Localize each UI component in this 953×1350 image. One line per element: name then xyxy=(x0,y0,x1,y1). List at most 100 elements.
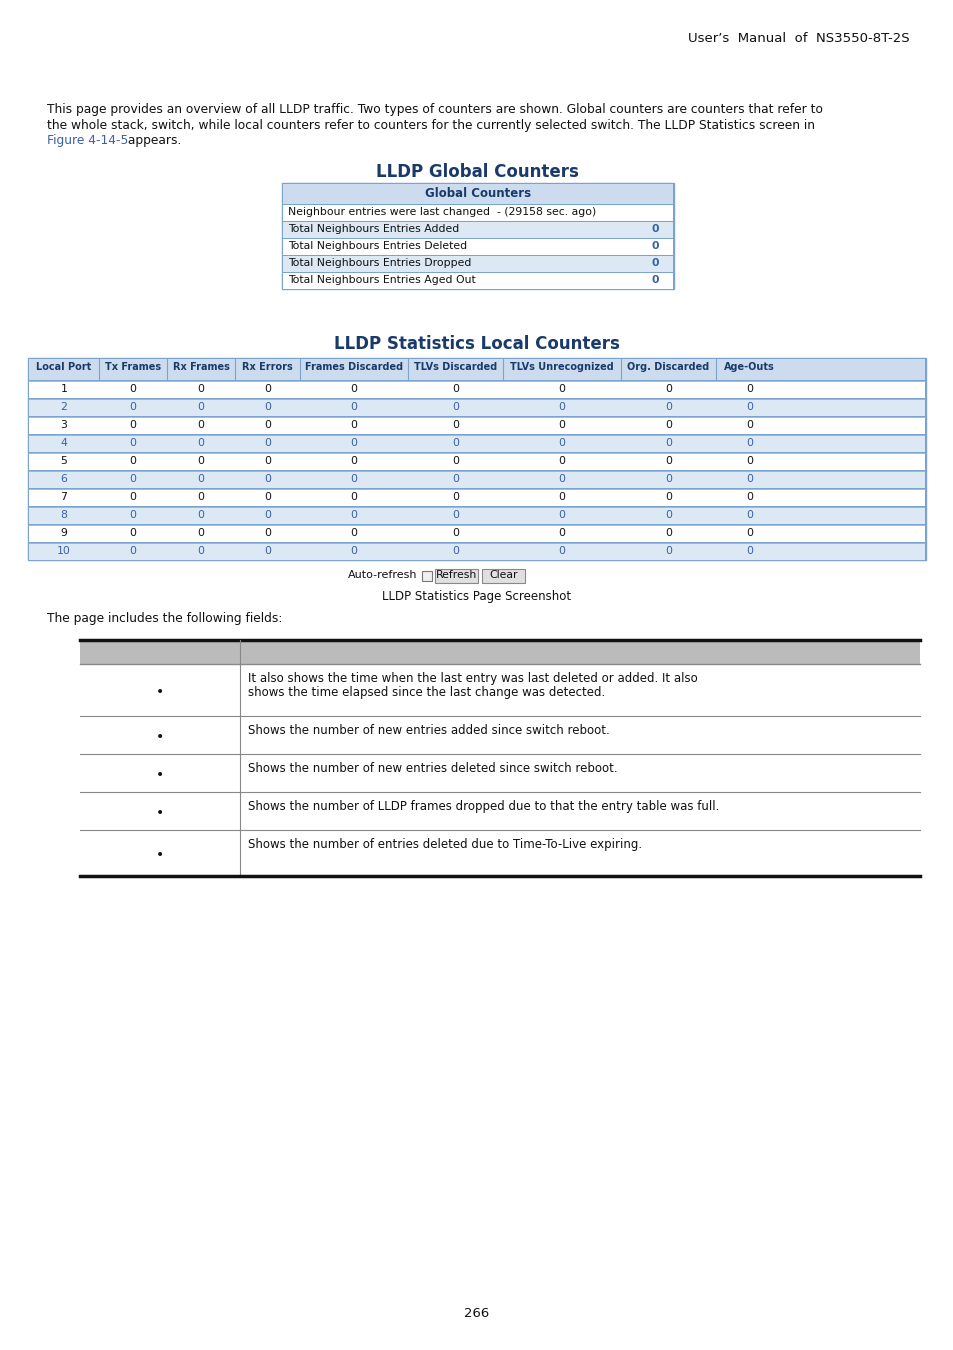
Bar xyxy=(29,359,924,379)
Text: 0: 0 xyxy=(745,510,752,520)
Text: 0: 0 xyxy=(664,420,671,431)
Text: 5: 5 xyxy=(60,456,68,466)
Text: 0: 0 xyxy=(264,545,271,556)
Text: 0: 0 xyxy=(558,491,565,502)
Bar xyxy=(283,256,672,271)
Bar xyxy=(29,471,924,487)
Text: TLVs Unrecognized: TLVs Unrecognized xyxy=(510,362,613,373)
Text: 0: 0 xyxy=(452,402,458,412)
Bar xyxy=(80,716,919,755)
Text: 0: 0 xyxy=(745,474,752,485)
Text: 0: 0 xyxy=(197,528,204,539)
Text: 0: 0 xyxy=(350,437,357,448)
Text: Tx Frames: Tx Frames xyxy=(105,362,161,373)
Text: 0: 0 xyxy=(452,456,458,466)
Text: 0: 0 xyxy=(558,420,565,431)
Text: 1: 1 xyxy=(60,383,68,394)
Text: 0: 0 xyxy=(558,510,565,520)
Text: 0: 0 xyxy=(558,437,565,448)
Text: User’s  Manual  of  NS3550-8T-2S: User’s Manual of NS3550-8T-2S xyxy=(688,32,909,45)
Bar xyxy=(283,273,672,289)
Text: the whole stack, switch, while local counters refer to counters for the currentl: the whole stack, switch, while local cou… xyxy=(47,119,814,131)
Text: 0: 0 xyxy=(350,383,357,394)
Text: 0: 0 xyxy=(264,437,271,448)
Bar xyxy=(29,508,924,524)
Text: 0: 0 xyxy=(558,545,565,556)
Text: 0: 0 xyxy=(664,383,671,394)
Text: It also shows the time when the last entry was last deleted or added. It also: It also shows the time when the last ent… xyxy=(248,672,697,684)
Bar xyxy=(283,184,672,204)
Text: 0: 0 xyxy=(197,456,204,466)
Text: 0: 0 xyxy=(130,402,136,412)
Text: 0: 0 xyxy=(264,491,271,502)
Text: 0: 0 xyxy=(558,528,565,539)
Text: 0: 0 xyxy=(558,474,565,485)
Text: 0: 0 xyxy=(452,510,458,520)
Text: Shows the number of entries deleted due to Time-To-Live expiring.: Shows the number of entries deleted due … xyxy=(248,838,641,850)
Text: 0: 0 xyxy=(452,528,458,539)
Text: 0: 0 xyxy=(745,456,752,466)
Text: 0: 0 xyxy=(452,437,458,448)
Bar xyxy=(28,358,925,560)
Text: 0: 0 xyxy=(350,456,357,466)
Bar xyxy=(80,830,919,876)
Text: Refresh: Refresh xyxy=(436,570,476,580)
Text: •: • xyxy=(155,806,164,819)
Text: 4: 4 xyxy=(60,437,68,448)
Text: 0: 0 xyxy=(664,437,671,448)
Bar xyxy=(80,664,919,716)
Text: LLDP Statistics Page Screenshot: LLDP Statistics Page Screenshot xyxy=(382,590,571,603)
Bar xyxy=(421,571,432,580)
Text: 0: 0 xyxy=(745,383,752,394)
Text: Clear: Clear xyxy=(489,570,517,580)
Text: 0: 0 xyxy=(664,456,671,466)
Bar xyxy=(481,568,524,583)
Text: 0: 0 xyxy=(350,491,357,502)
Text: Shows the number of LLDP frames dropped due to that the entry table was full.: Shows the number of LLDP frames dropped … xyxy=(248,801,719,813)
Bar xyxy=(29,489,924,506)
Text: 0: 0 xyxy=(130,437,136,448)
Text: 2: 2 xyxy=(60,402,68,412)
Text: 0: 0 xyxy=(197,437,204,448)
Text: Figure 4-14-5: Figure 4-14-5 xyxy=(47,134,129,147)
Text: 0: 0 xyxy=(664,402,671,412)
Text: 0: 0 xyxy=(197,545,204,556)
Text: 0: 0 xyxy=(558,383,565,394)
Text: 0: 0 xyxy=(197,402,204,412)
Text: 0: 0 xyxy=(651,242,659,251)
Text: 0: 0 xyxy=(350,420,357,431)
Text: 0: 0 xyxy=(745,545,752,556)
Text: 0: 0 xyxy=(197,510,204,520)
Text: 0: 0 xyxy=(130,491,136,502)
Text: LLDP Statistics Local Counters: LLDP Statistics Local Counters xyxy=(334,335,619,352)
Text: The page includes the following fields:: The page includes the following fields: xyxy=(47,612,282,625)
Text: Neighbour entries were last changed  - (29158 sec. ago): Neighbour entries were last changed - (2… xyxy=(288,207,596,217)
Text: Shows the number of new entries deleted since switch reboot.: Shows the number of new entries deleted … xyxy=(248,761,617,775)
Text: 0: 0 xyxy=(130,456,136,466)
Text: shows the time elapsed since the last change was detected.: shows the time elapsed since the last ch… xyxy=(248,686,604,699)
Text: 0: 0 xyxy=(651,258,659,269)
Text: 0: 0 xyxy=(452,474,458,485)
Text: •: • xyxy=(155,768,164,782)
Text: 0: 0 xyxy=(130,510,136,520)
Bar xyxy=(435,568,477,583)
Text: 9: 9 xyxy=(60,528,68,539)
Text: 0: 0 xyxy=(452,383,458,394)
Bar xyxy=(29,381,924,398)
Bar xyxy=(283,221,672,238)
Text: This page provides an overview of all LLDP traffic. Two types of counters are sh: This page provides an overview of all LL… xyxy=(47,103,822,116)
Bar xyxy=(80,792,919,830)
Text: 0: 0 xyxy=(745,437,752,448)
Text: Total Neighbours Entries Dropped: Total Neighbours Entries Dropped xyxy=(288,258,471,269)
Bar xyxy=(29,454,924,470)
Text: Total Neighbours Entries Added: Total Neighbours Entries Added xyxy=(288,224,458,234)
Text: 0: 0 xyxy=(264,528,271,539)
Text: 0: 0 xyxy=(745,420,752,431)
Text: Shows the number of new entries added since switch reboot.: Shows the number of new entries added si… xyxy=(248,724,609,737)
Text: 0: 0 xyxy=(664,510,671,520)
Text: 0: 0 xyxy=(651,224,659,234)
Text: Frames Discarded: Frames Discarded xyxy=(305,362,402,373)
Text: 0: 0 xyxy=(664,491,671,502)
Bar xyxy=(29,525,924,541)
Text: 0: 0 xyxy=(264,510,271,520)
